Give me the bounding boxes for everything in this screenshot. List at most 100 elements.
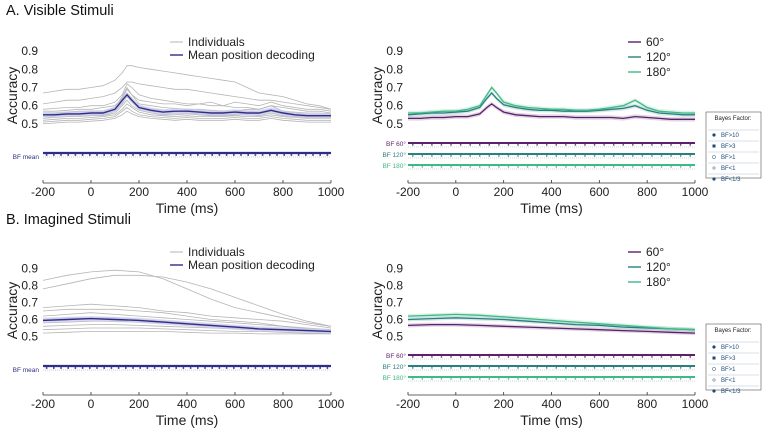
y-axis-label: Accuracy <box>369 67 385 125</box>
bf-dot <box>584 367 586 369</box>
bf-dot <box>297 367 300 369</box>
legend-mean-label: Mean position decoding <box>188 48 315 62</box>
bf-dot <box>679 367 682 369</box>
mean-line <box>43 93 331 117</box>
bf-dot <box>517 166 519 168</box>
bf-legend-item: BF>1 <box>721 155 736 161</box>
y-axis-label: Accuracy <box>4 67 20 125</box>
bf-dot <box>96 367 98 369</box>
bf-dot <box>574 367 577 369</box>
bf-dot <box>526 166 529 168</box>
bf-dot <box>431 144 433 146</box>
bf-dot <box>593 367 596 369</box>
bf-dot <box>584 356 586 358</box>
bf-row-label: BF 120° <box>382 151 406 159</box>
bf-dot <box>312 367 314 369</box>
bf-dot <box>153 367 156 369</box>
bf-dot <box>632 367 634 369</box>
bf-dot <box>218 367 221 369</box>
bf-dot <box>574 144 577 146</box>
bf-dot <box>412 144 414 146</box>
bf-row-label: BF mean <box>13 154 40 161</box>
bf-dot <box>440 144 443 146</box>
bf-dot <box>565 356 567 358</box>
x-tick-label: 600 <box>589 185 609 199</box>
bf-dot <box>546 166 548 168</box>
y-tick-label: 0.6 <box>21 313 38 327</box>
bf-dot <box>507 378 510 380</box>
bf-dot <box>651 356 653 358</box>
bf-dot <box>469 378 471 380</box>
x-tick-label: 1000 <box>682 397 709 411</box>
y-tick-label: 0.9 <box>386 44 403 58</box>
bf-dot <box>593 155 596 157</box>
bf-dot <box>204 154 206 156</box>
series-line <box>408 86 695 114</box>
bf-dot <box>670 144 672 146</box>
bf-dot <box>517 367 519 369</box>
bf-dot <box>117 154 120 156</box>
bf-dot <box>622 378 624 380</box>
x-tick-label: 600 <box>589 397 609 411</box>
bf-dot <box>421 367 424 369</box>
y-tick-label: 0.5 <box>386 330 403 344</box>
bf-dot <box>488 378 491 380</box>
bf-dot <box>459 367 462 369</box>
bf-dot <box>670 155 672 157</box>
bf-dot <box>612 356 615 358</box>
bf-dot <box>479 144 481 146</box>
bf-dot <box>612 367 615 369</box>
bf-dot <box>182 154 185 156</box>
bf-dot <box>326 367 329 369</box>
bf-dot <box>479 367 481 369</box>
bf-dot <box>421 356 424 358</box>
bf-dot <box>622 166 624 168</box>
bf-dot <box>641 166 644 168</box>
bf-dot <box>632 144 634 146</box>
bf-dot <box>574 155 577 157</box>
bf-dot <box>565 144 567 146</box>
series-line <box>407 317 696 331</box>
x-tick-label: 1000 <box>318 397 345 411</box>
bf-dot <box>584 378 586 380</box>
bf-dot <box>125 154 127 156</box>
bf-dot <box>488 155 491 157</box>
bf-dot <box>440 155 443 157</box>
bf-dot <box>641 144 644 146</box>
panel-b-title: B. Imagined Stimuli <box>6 212 131 228</box>
bf-dot <box>536 378 538 380</box>
bf-dot <box>450 367 452 369</box>
bf-dot <box>660 378 663 380</box>
bf-dot <box>603 155 605 157</box>
bf-dot <box>218 154 221 156</box>
bf-dot <box>132 367 134 369</box>
legend-individuals-label: Individuals <box>188 245 245 259</box>
bf-dot <box>488 166 491 168</box>
bf-dot <box>565 367 567 369</box>
bf-dot <box>603 356 605 358</box>
y-tick-label: 0.8 <box>21 62 38 76</box>
bf-dot <box>488 356 491 358</box>
bf-dot <box>459 155 462 157</box>
bf-dot <box>440 378 443 380</box>
bf-dot <box>450 378 452 380</box>
bf-dot <box>450 144 452 146</box>
bf-dot <box>269 367 271 369</box>
bf-dot <box>225 367 228 369</box>
bf-dot <box>651 155 653 157</box>
bf-dot <box>469 166 471 168</box>
bf-dot <box>74 154 77 156</box>
bf-dot <box>555 144 557 146</box>
x-tick-label: -200 <box>396 185 420 199</box>
bf-dot <box>412 155 414 157</box>
x-tick-label: 0 <box>452 397 459 411</box>
bf-dot <box>526 367 529 369</box>
bf-dot <box>431 166 433 168</box>
bf-dot <box>45 154 48 156</box>
bf-dot <box>469 356 471 358</box>
bf-dot <box>153 154 156 156</box>
bf-dot <box>546 144 548 146</box>
legend-label: 180° <box>646 275 671 289</box>
bf-dot <box>412 356 414 358</box>
bf-dot <box>254 367 257 369</box>
